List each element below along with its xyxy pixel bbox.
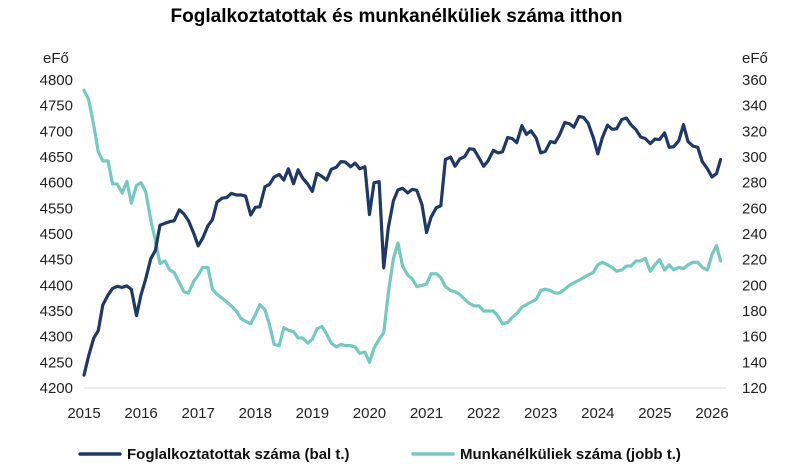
series-line-unemployed <box>82 88 723 364</box>
left-tick-label: 4500 <box>40 226 73 243</box>
left-tick-label: 4700 <box>40 123 73 140</box>
left-tick-label: 4750 <box>40 98 73 115</box>
x-tick-label: 2022 <box>467 405 500 422</box>
right-axis: 120 140 160 180 200 220 240 260 280 300 320 340 360 <box>742 72 767 397</box>
x-tick-label: 2023 <box>524 405 557 422</box>
x-tick-label: 2016 <box>124 405 157 422</box>
series-line-employed <box>82 114 723 377</box>
x-tick-label: 2025 <box>638 405 671 422</box>
chart-title: Foglalkoztatottak és munkanélküliek szám… <box>171 6 623 27</box>
left-tick-label: 4450 <box>40 252 73 269</box>
x-axis: 2015 2016 2017 2018 2019 2020 2021 2022 2023 2024… <box>67 405 728 422</box>
right-tick-label: 260 <box>742 200 767 217</box>
legend-label-unemployed: Munkanélküliek száma (jobb t.) <box>460 446 681 463</box>
right-tick-label: 160 <box>742 329 767 346</box>
x-tick-label: 2018 <box>239 405 272 422</box>
left-axis: 4200 4250 4300 4350 4400 4450 4500 4550 4600 4650… <box>40 72 73 397</box>
left-tick-label: 4400 <box>40 277 73 294</box>
x-tick-label: 2017 <box>181 405 214 422</box>
left-tick-label: 4350 <box>40 303 73 320</box>
x-tick-label: 2026 <box>695 405 728 422</box>
x-tick-label: 2019 <box>296 405 329 422</box>
left-tick-label: 4250 <box>40 354 73 371</box>
series-group <box>82 88 723 377</box>
x-tick-label: 2020 <box>353 405 386 422</box>
legend-label-employed: Foglalkoztatottak száma (bal t.) <box>127 446 350 463</box>
left-tick-label: 4200 <box>40 380 73 397</box>
x-tick-label: 2015 <box>67 405 100 422</box>
right-tick-label: 120 <box>742 380 767 397</box>
right-tick-label: 300 <box>742 149 767 166</box>
legend: Foglalkoztatottak száma (bal t.) Munkané… <box>78 446 681 463</box>
right-tick-label: 360 <box>742 72 767 89</box>
right-tick-label: 280 <box>742 175 767 192</box>
left-tick-label: 4550 <box>40 200 73 217</box>
right-tick-label: 240 <box>742 226 767 243</box>
right-tick-label: 340 <box>742 98 767 115</box>
right-tick-label: 200 <box>742 277 767 294</box>
left-tick-label: 4800 <box>40 72 73 89</box>
x-tick-label: 2021 <box>410 405 443 422</box>
x-tick-label: 2024 <box>581 405 614 422</box>
right-tick-label: 220 <box>742 252 767 269</box>
left-tick-label: 4650 <box>40 149 73 166</box>
left-tick-label: 4300 <box>40 329 73 346</box>
right-tick-label: 180 <box>742 303 767 320</box>
right-tick-label: 140 <box>742 354 767 371</box>
left-axis-unit: eFő <box>43 50 69 67</box>
left-tick-label: 4600 <box>40 175 73 192</box>
right-tick-label: 320 <box>742 123 767 140</box>
right-axis-unit: eFő <box>742 50 768 67</box>
